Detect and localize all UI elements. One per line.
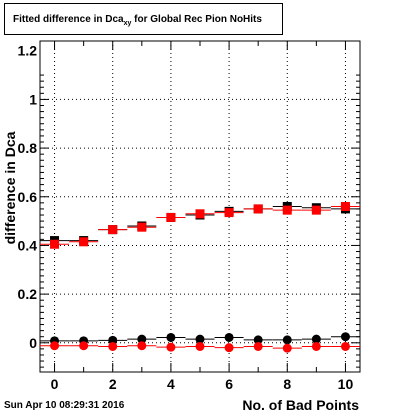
data-point-circle [282, 335, 292, 345]
data-point-circle [282, 343, 292, 353]
data-point-circle [50, 341, 60, 351]
x-tick-label: 2 [109, 376, 117, 392]
data-point-circle [195, 334, 205, 344]
data-point-square [253, 204, 263, 214]
x-tick-label: 0 [51, 376, 59, 392]
x-tick-label: 6 [225, 376, 233, 392]
data-point-circle [79, 341, 89, 351]
x-tick-label: 10 [338, 376, 354, 392]
series-3 [40, 341, 360, 353]
y-tick-label: 1 [29, 91, 37, 107]
x-axis-label: No. of Bad Points [242, 397, 359, 413]
data-point-square [79, 237, 89, 247]
chart-title: Fitted difference in Dcaxy for Global Re… [13, 14, 262, 27]
y-tick-label: 0 [29, 335, 37, 351]
data-point-square [166, 212, 176, 222]
data-point-circle [224, 343, 234, 353]
data-point-circle [311, 341, 321, 351]
data-point-circle [340, 332, 350, 342]
marks [40, 202, 360, 353]
data-point-square [108, 225, 118, 235]
data-point-circle [340, 341, 350, 351]
chart-title-box: Fitted difference in Dcaxy for Global Re… [4, 3, 283, 35]
data-point-circle [137, 341, 147, 351]
y-axis-label: difference in Dca [2, 131, 18, 244]
data-point-square [137, 222, 147, 232]
x-tick-label: 8 [283, 376, 291, 392]
data-point-square [282, 205, 292, 215]
y-tick-label: 0.6 [18, 189, 38, 205]
data-point-square [50, 239, 60, 249]
timestamp: Sun Apr 10 08:29:31 2016 [4, 400, 125, 411]
y-tick-label: 0.4 [18, 237, 38, 253]
data-point-square [311, 205, 321, 215]
data-point-circle [195, 341, 205, 351]
y-tick-label: 1.2 [18, 43, 38, 59]
data-point-circle [253, 341, 263, 351]
y-tick-label: 0.8 [18, 140, 38, 156]
data-point-circle [311, 334, 321, 344]
data-point-square [224, 208, 234, 218]
data-point-circle [253, 335, 263, 345]
data-point-circle [137, 334, 147, 344]
data-point-square [195, 209, 205, 219]
series-1 [40, 202, 360, 249]
data-point-circle [108, 341, 118, 351]
data-point-circle [166, 342, 176, 352]
axes: 0 2 4 6 8 10 0 0.2 0.4 0.6 0.8 1 1.2 [18, 41, 360, 392]
data-point-circle [224, 332, 234, 342]
data-point-square [340, 202, 350, 211]
data-point-circle [166, 332, 176, 342]
y-tick-label: 0.2 [18, 286, 38, 302]
x-tick-label: 4 [167, 376, 175, 392]
